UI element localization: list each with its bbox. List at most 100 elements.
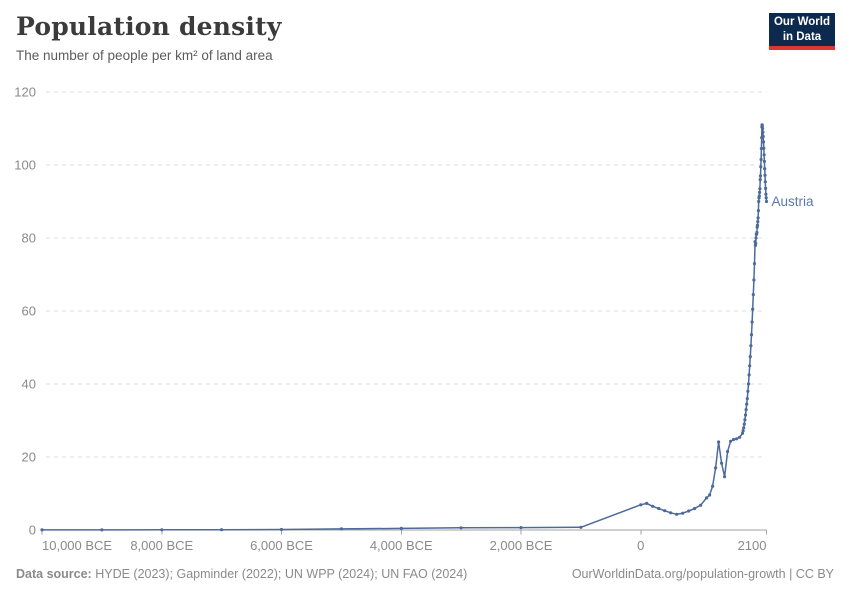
credit-link[interactable]: OurWorldinData.org/population-growth | C… bbox=[571, 567, 834, 581]
data-point-austria[interactable] bbox=[40, 528, 44, 532]
x-tick-label--4000: 4,000 BCE bbox=[370, 538, 433, 553]
data-point-austria[interactable] bbox=[761, 130, 765, 134]
data-point-austria[interactable] bbox=[757, 194, 761, 198]
data-point-austria[interactable] bbox=[762, 153, 766, 157]
data-point-austria[interactable] bbox=[693, 506, 697, 511]
data-point-austria[interactable] bbox=[761, 126, 765, 131]
data-point-austria[interactable] bbox=[399, 526, 403, 531]
data-point-austria[interactable] bbox=[761, 134, 765, 139]
data-point-austria[interactable] bbox=[759, 157, 763, 162]
data-point-austria[interactable] bbox=[657, 506, 661, 511]
data-point-austria[interactable] bbox=[756, 220, 760, 224]
data-point-austria[interactable] bbox=[732, 437, 736, 442]
data-point-austria[interactable] bbox=[748, 355, 752, 359]
data-point-austria[interactable] bbox=[754, 236, 758, 240]
data-point-austria[interactable] bbox=[681, 511, 685, 515]
data-point-austria[interactable] bbox=[752, 278, 756, 282]
data-point-austria[interactable] bbox=[754, 241, 758, 246]
data-point-austria[interactable] bbox=[743, 418, 747, 422]
data-point-austria[interactable] bbox=[745, 397, 749, 401]
chart-footer: Data source: HYDE (2023); Gapminder (202… bbox=[16, 567, 834, 581]
data-point-austria[interactable] bbox=[519, 526, 523, 530]
y-tick-label-100: 100 bbox=[14, 158, 36, 173]
data-point-austria[interactable] bbox=[742, 426, 746, 430]
data-point-austria[interactable] bbox=[720, 461, 724, 465]
data-point-austria[interactable] bbox=[669, 511, 673, 515]
data-point-austria[interactable] bbox=[763, 167, 767, 171]
data-point-austria[interactable] bbox=[756, 216, 760, 220]
data-point-austria[interactable] bbox=[160, 528, 164, 532]
data-point-austria[interactable] bbox=[726, 449, 730, 454]
data-point-austria[interactable] bbox=[651, 504, 655, 508]
data-point-austria[interactable] bbox=[748, 364, 752, 368]
data-point-austria[interactable] bbox=[279, 527, 284, 532]
data-point-austria[interactable] bbox=[760, 124, 764, 128]
data-point-austria[interactable] bbox=[742, 422, 746, 426]
x-tick-label--8000: 8,000 BCE bbox=[130, 538, 193, 553]
y-tick-label-120: 120 bbox=[14, 85, 36, 100]
data-point-austria[interactable] bbox=[741, 429, 745, 433]
chart-subtitle: The number of people per km² of land are… bbox=[16, 48, 273, 63]
data-point-austria[interactable] bbox=[758, 190, 762, 194]
data-point-austria[interactable] bbox=[746, 382, 751, 386]
data-point-austria[interactable] bbox=[645, 501, 649, 505]
data-point-austria[interactable] bbox=[699, 503, 703, 507]
data-point-austria[interactable] bbox=[763, 180, 767, 184]
data-point-austria[interactable] bbox=[755, 223, 760, 227]
data-point-austria[interactable] bbox=[663, 509, 667, 513]
data-point-austria[interactable] bbox=[714, 466, 718, 470]
data-point-austria[interactable] bbox=[740, 431, 745, 435]
data-point-austria[interactable] bbox=[752, 262, 757, 266]
data-point-austria[interactable] bbox=[100, 528, 104, 532]
data-source-label: Data source: bbox=[16, 567, 92, 581]
data-point-austria[interactable] bbox=[749, 344, 753, 348]
data-point-austria[interactable] bbox=[759, 165, 763, 169]
data-point-austria[interactable] bbox=[579, 525, 583, 529]
data-point-austria[interactable] bbox=[743, 413, 748, 417]
data-point-austria[interactable] bbox=[639, 503, 643, 507]
chart-line-austria[interactable] bbox=[41, 124, 768, 531]
data-point-austria[interactable] bbox=[750, 320, 754, 324]
data-point-austria[interactable] bbox=[708, 493, 712, 497]
data-point-austria[interactable] bbox=[738, 435, 742, 439]
y-tick-label-80: 80 bbox=[22, 231, 36, 246]
data-point-austria[interactable] bbox=[756, 209, 761, 213]
data-point-austria[interactable] bbox=[763, 173, 767, 177]
data-point-austria[interactable] bbox=[717, 440, 721, 444]
data-point-austria[interactable] bbox=[755, 230, 759, 235]
data-point-austria[interactable] bbox=[705, 496, 709, 500]
data-point-austria[interactable] bbox=[675, 512, 679, 516]
data-point-austria[interactable] bbox=[764, 192, 768, 196]
data-point-austria[interactable] bbox=[758, 178, 762, 182]
data-point-austria[interactable] bbox=[762, 159, 767, 163]
data-point-austria[interactable] bbox=[723, 475, 727, 479]
data-point-austria[interactable] bbox=[687, 509, 691, 513]
data-point-austria[interactable] bbox=[764, 196, 768, 200]
data-point-austria[interactable] bbox=[735, 437, 739, 441]
data-point-austria[interactable] bbox=[746, 389, 750, 393]
data-point-austria[interactable] bbox=[459, 526, 463, 530]
data-point-austria[interactable] bbox=[711, 484, 715, 488]
chart-header: Population density The number of people … bbox=[16, 12, 834, 63]
data-point-austria[interactable] bbox=[758, 174, 763, 178]
data-point-austria[interactable] bbox=[762, 146, 766, 150]
x-tick-label--2000: 2,000 BCE bbox=[490, 538, 553, 553]
data-point-austria[interactable] bbox=[761, 140, 766, 144]
data-point-austria[interactable] bbox=[757, 199, 761, 204]
data-point-austria[interactable] bbox=[747, 373, 751, 377]
y-tick-label-0: 0 bbox=[29, 523, 36, 538]
data-point-austria[interactable] bbox=[759, 147, 764, 151]
data-point-austria[interactable] bbox=[744, 408, 748, 412]
data-point-austria[interactable] bbox=[764, 186, 768, 190]
data-point-austria[interactable] bbox=[220, 528, 224, 532]
data-point-austria[interactable] bbox=[751, 307, 755, 311]
data-point-austria[interactable] bbox=[758, 187, 762, 191]
data-point-austria[interactable] bbox=[339, 527, 343, 531]
data-point-austria[interactable] bbox=[729, 439, 733, 443]
data-point-austria[interactable] bbox=[751, 293, 755, 297]
data-point-austria[interactable] bbox=[745, 402, 749, 406]
data-point-austria[interactable] bbox=[749, 333, 754, 337]
data-point-austria[interactable] bbox=[764, 199, 769, 204]
